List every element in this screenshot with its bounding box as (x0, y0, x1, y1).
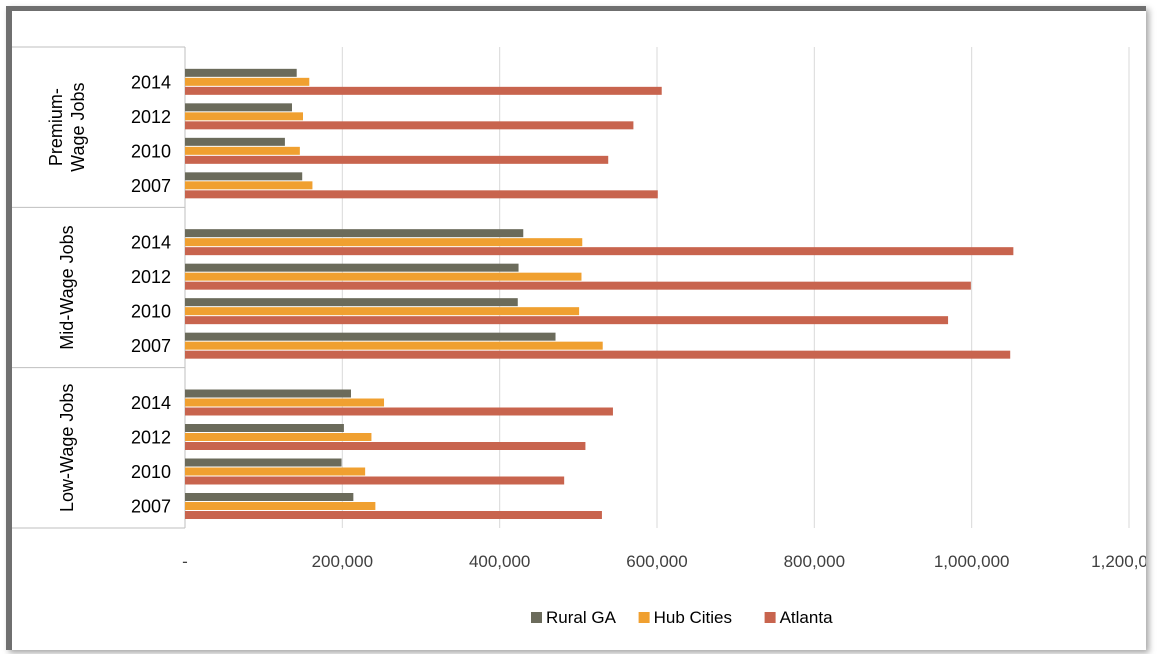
bar-hub-cities (185, 502, 376, 510)
bar-atlanta (185, 281, 971, 290)
category-label: 2007 (131, 176, 171, 196)
bar-hub-cities (185, 112, 303, 121)
chart-frame: - 200,000 400,000 600,000 800,000 1,000,000 1,… (6, 6, 1146, 650)
bar-rural-ga (185, 172, 303, 181)
category-label: 2010 (131, 302, 171, 322)
legend-label-atlanta: Atlanta (780, 608, 833, 627)
bar-rural-ga (185, 263, 519, 272)
bar-hub-cities (185, 398, 385, 407)
bar-rural-ga (185, 137, 285, 146)
x-tick-label: - (182, 552, 188, 571)
legend-label-rural-ga: Rural GA (546, 608, 617, 627)
bar-hub-cities (185, 272, 582, 281)
category-label: 2012 (131, 428, 171, 448)
category-label: 2012 (131, 107, 171, 127)
bar-hub-cities (185, 238, 583, 247)
category-label: 2010 (131, 462, 171, 482)
group-label: Wage Jobs (68, 82, 88, 171)
bar-hub-cities (185, 341, 603, 350)
x-tick-label: 400,000 (469, 552, 530, 571)
category-label: 2014 (131, 72, 171, 92)
bar-atlanta (185, 442, 586, 450)
bar-hub-cities (185, 307, 580, 316)
category-label: 2007 (131, 336, 171, 356)
legend-swatch-atlanta (764, 612, 776, 623)
bar-hub-cities (185, 181, 313, 190)
bar-atlanta (185, 121, 634, 130)
category-label: 2014 (131, 393, 171, 413)
bar-rural-ga (185, 389, 351, 398)
bar-hub-cities (185, 467, 366, 476)
x-tick-label: 600,000 (626, 552, 687, 571)
bar-hub-cities (185, 77, 310, 86)
category-label: 2010 (131, 141, 171, 161)
bar-rural-ga (185, 103, 292, 112)
x-tick-label: 800,000 (784, 552, 845, 571)
group-label: Mid-Wage Jobs (57, 225, 77, 349)
category-label: 2007 (131, 497, 171, 517)
x-tick-label: 200,000 (312, 552, 373, 571)
category-label: 2014 (131, 233, 171, 253)
category-label: 2012 (131, 267, 171, 287)
bar-atlanta (185, 350, 1011, 359)
bar-atlanta (185, 247, 1014, 256)
legend-swatch-hub-cities (638, 612, 650, 623)
bar-atlanta (185, 476, 565, 485)
x-tick-label: 1,000,000 (934, 552, 1010, 571)
bar-rural-ga (185, 332, 556, 341)
bar-atlanta (185, 155, 609, 164)
bar-rural-ga (185, 424, 344, 432)
bar-rural-ga (185, 298, 518, 307)
bar-rural-ga (185, 229, 524, 238)
group-label: Premium- (46, 88, 66, 166)
bar-rural-ga (185, 458, 342, 467)
bar-rural-ga (185, 493, 354, 501)
bar-atlanta (185, 190, 658, 199)
bar-atlanta (185, 86, 662, 95)
bar-atlanta (185, 407, 613, 416)
bar-hub-cities (185, 146, 300, 155)
bar-atlanta (185, 511, 602, 519)
bar-atlanta (185, 316, 949, 325)
x-tick-label: 1,200,000 (1091, 552, 1146, 571)
legend-swatch-rural-ga (531, 612, 542, 623)
bar-rural-ga (185, 68, 297, 77)
bar-chart: - 200,000 400,000 600,000 800,000 1,000,000 1,… (12, 46, 1146, 627)
bar-hub-cities (185, 433, 372, 441)
legend-label-hub-cities: Hub Cities (654, 608, 732, 627)
group-label: Low-Wage Jobs (57, 384, 77, 512)
